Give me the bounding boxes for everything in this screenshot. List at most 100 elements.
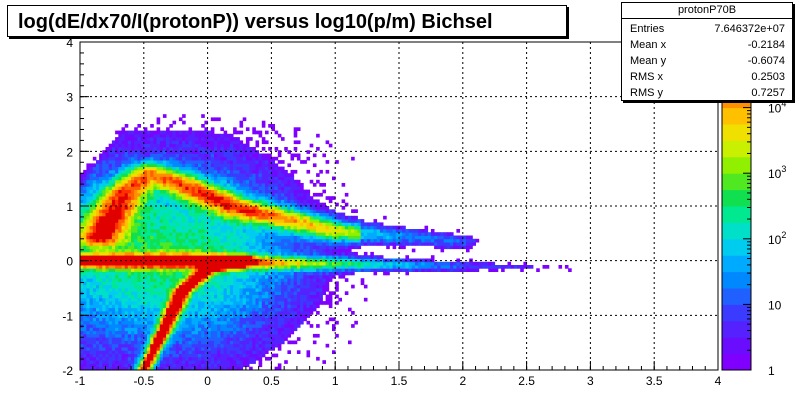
- heatmap-cell: [236, 261, 240, 266]
- heatmap-cell: [96, 255, 100, 259]
- heatmap-cell: [198, 297, 202, 302]
- heatmap-cell: [156, 333, 161, 338]
- heatmap-cell: [172, 324, 177, 328]
- heatmap-cell: [309, 255, 314, 259]
- heatmap-cell: [277, 307, 282, 312]
- heatmap-cell: [89, 314, 94, 318]
- heatmap-cell: [185, 189, 189, 194]
- heatmap-cell: [191, 206, 196, 210]
- heatmap-cell: [137, 229, 141, 233]
- heatmap-cell: [102, 347, 106, 351]
- heatmap-cell: [258, 130, 263, 135]
- heatmap-cell: [169, 137, 173, 141]
- heatmap-cell: [316, 288, 320, 292]
- heatmap-cell: [188, 133, 193, 138]
- heatmap-cell: [108, 219, 113, 223]
- heatmap-cell: [252, 271, 256, 276]
- heatmap-cell: [121, 206, 126, 210]
- heatmap-cell: [201, 219, 205, 223]
- heatmap-cell: [207, 311, 212, 315]
- heatmap-cell: [239, 265, 244, 269]
- heatmap-cell: [236, 274, 240, 279]
- heatmap-cell: [83, 297, 87, 302]
- heatmap-cell: [214, 350, 218, 354]
- heatmap-cell: [172, 238, 177, 243]
- heatmap-cell: [150, 150, 154, 154]
- heatmap-cell: [137, 225, 141, 230]
- heatmap-cell: [121, 304, 126, 309]
- heatmap-cell: [86, 212, 90, 217]
- heatmap-cell: [201, 301, 205, 305]
- heatmap-cell: [111, 179, 116, 184]
- heatmap-cell: [115, 143, 119, 148]
- heatmap-cell: [277, 255, 282, 259]
- heatmap-cell: [293, 219, 298, 223]
- heatmap-cell: [296, 153, 301, 158]
- heatmap-cell: [102, 261, 106, 266]
- heatmap-cell: [306, 255, 311, 259]
- heatmap-cell: [108, 353, 113, 358]
- heatmap-cell: [233, 327, 237, 332]
- heatmap-cell: [159, 320, 164, 325]
- heatmap-cell: [147, 304, 151, 309]
- heatmap-cell: [134, 173, 138, 177]
- heatmap-cell: [306, 288, 311, 292]
- heatmap-cell: [175, 222, 180, 227]
- heatmap-cell: [306, 350, 311, 354]
- heatmap-cell: [115, 337, 119, 341]
- heatmap-cell: [284, 202, 288, 207]
- heatmap-cell: [293, 229, 298, 233]
- heatmap-cell: [92, 333, 97, 338]
- heatmap-cell: [147, 274, 151, 279]
- heatmap-cell: [86, 297, 90, 302]
- heatmap-cell: [178, 219, 183, 223]
- heatmap-cell: [261, 297, 266, 302]
- heatmap-cell: [156, 291, 161, 295]
- heatmap-cell: [185, 366, 189, 370]
- heatmap-cell: [83, 232, 87, 236]
- heatmap-cell: [214, 284, 218, 289]
- heatmap-cell: [194, 333, 199, 338]
- heatmap-cell: [134, 235, 138, 240]
- heatmap-cell: [265, 291, 269, 295]
- heatmap-cell: [223, 271, 228, 276]
- heatmap-cell: [306, 274, 311, 279]
- heatmap-cell: [121, 366, 126, 370]
- heatmap-cell: [147, 281, 151, 286]
- heatmap-cell: [121, 229, 126, 233]
- heatmap-cell: [220, 169, 224, 174]
- heatmap-cell: [226, 202, 231, 207]
- heatmap-cell: [124, 163, 129, 168]
- heatmap-cell: [137, 268, 141, 272]
- heatmap-cell: [194, 160, 199, 164]
- heatmap-cell: [156, 156, 161, 161]
- heatmap-cell: [80, 350, 84, 354]
- heatmap-cell: [166, 166, 170, 171]
- heatmap-cell: [204, 242, 208, 246]
- heatmap-cell: [169, 248, 173, 253]
- heatmap-cell: [118, 251, 122, 256]
- heatmap-cell: [281, 199, 285, 204]
- heatmap-cell: [105, 324, 110, 328]
- heatmap-cell: [99, 238, 103, 243]
- heatmap-cell: [223, 143, 228, 148]
- heatmap-cell: [127, 294, 132, 299]
- heatmap-cell: [175, 225, 180, 230]
- heatmap-cell: [255, 169, 260, 174]
- heatmap-cell: [207, 291, 212, 295]
- heatmap-cell: [185, 350, 189, 354]
- heatmap-cell: [220, 212, 224, 217]
- heatmap-cell: [274, 324, 279, 328]
- heatmap-cell: [143, 192, 148, 197]
- heatmap-cell: [169, 251, 173, 256]
- heatmap-cell: [198, 192, 202, 197]
- heatmap-cell: [194, 245, 199, 250]
- heatmap-cell: [268, 219, 272, 223]
- heatmap-cell: [92, 350, 97, 354]
- heatmap-cell: [124, 235, 129, 240]
- heatmap-cell: [143, 347, 148, 351]
- heatmap-cell: [306, 291, 311, 295]
- heatmap-cell: [175, 140, 180, 145]
- heatmap-cell: [261, 147, 266, 151]
- heatmap-cell: [201, 281, 205, 286]
